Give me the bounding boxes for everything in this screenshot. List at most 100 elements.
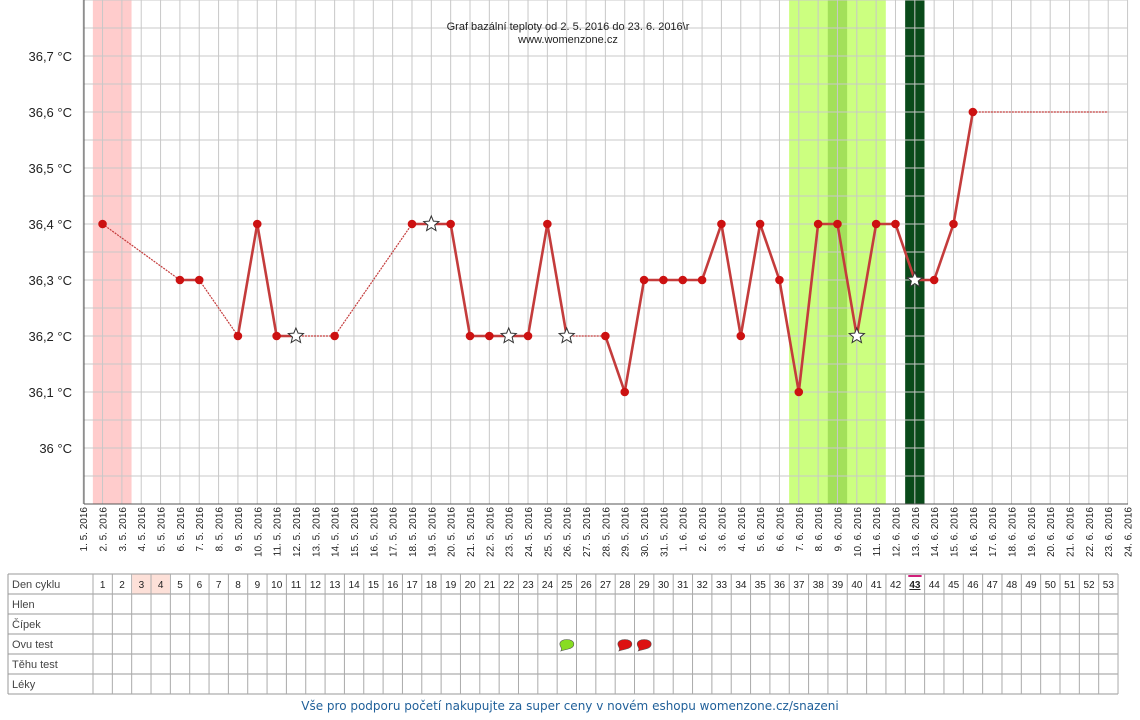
cycle-day-number: 15 bbox=[368, 580, 380, 591]
data-point bbox=[678, 275, 688, 285]
cycle-day-number: 41 bbox=[871, 580, 883, 591]
x-tick-label: 5. 6. 2016 bbox=[756, 507, 767, 552]
cycle-day-number: 48 bbox=[1006, 580, 1018, 591]
x-tick-label: 26. 5. 2016 bbox=[563, 507, 574, 557]
x-tick-label: 5. 5. 2016 bbox=[157, 507, 168, 552]
cycle-day-number: 10 bbox=[271, 580, 283, 591]
data-point bbox=[330, 331, 339, 341]
y-tick-label: 36,3 °C bbox=[28, 273, 72, 288]
cycle-day-number: 42 bbox=[890, 580, 902, 591]
line-segment bbox=[255, 223, 278, 337]
x-tick-label: 23. 5. 2016 bbox=[505, 507, 516, 557]
x-tick-label: 8. 6. 2016 bbox=[814, 507, 825, 552]
table-row-label: Den cyklu bbox=[12, 579, 60, 591]
cycle-day-number: 29 bbox=[639, 580, 651, 591]
data-point bbox=[175, 275, 185, 285]
x-tick-label: 11. 6. 2016 bbox=[872, 507, 883, 557]
cycle-day-number: 26 bbox=[581, 580, 593, 591]
x-tick-label: 16. 6. 2016 bbox=[969, 507, 980, 557]
y-tick-label: 36 °C bbox=[39, 441, 72, 456]
data-point bbox=[194, 275, 204, 285]
cycle-day-number: 50 bbox=[1045, 580, 1057, 591]
x-tick-label: 14. 5. 2016 bbox=[331, 507, 342, 557]
data-point bbox=[465, 331, 475, 341]
cycle-day-number: 40 bbox=[851, 580, 863, 591]
data-point bbox=[523, 331, 533, 341]
cycle-day-number: 36 bbox=[774, 580, 786, 591]
table-row-label: Hlen bbox=[12, 599, 35, 611]
x-tick-label: 30. 5. 2016 bbox=[640, 507, 651, 557]
cycle-day-number: 8 bbox=[235, 580, 241, 591]
cycle-day-number: 6 bbox=[197, 580, 203, 591]
x-tick-label: 22. 5. 2016 bbox=[485, 507, 496, 557]
line-segment bbox=[720, 223, 743, 337]
chart-axes bbox=[83, 0, 1128, 505]
cycle-table: Den cyklu Hlen Čípek Ovu test Těhu test Léky 1… bbox=[7, 573, 1119, 695]
y-tick-label: 36,5 °C bbox=[28, 161, 72, 176]
cycle-day-number: 12 bbox=[310, 580, 322, 591]
today-marker bbox=[908, 575, 922, 577]
period-cell bbox=[151, 574, 170, 594]
line-segment bbox=[526, 223, 549, 337]
chart-title: Graf bazální teploty od 2. 5. 2016 do 23… bbox=[447, 21, 690, 33]
cycle-day-number: 33 bbox=[716, 580, 728, 591]
cycle-day-number: 25 bbox=[561, 580, 573, 591]
line-segment bbox=[932, 223, 955, 281]
x-tick-label: 4. 6. 2016 bbox=[737, 507, 748, 552]
data-point bbox=[833, 219, 842, 229]
x-tick-label: 7. 6. 2016 bbox=[795, 507, 806, 552]
line-segment bbox=[449, 223, 472, 337]
x-tick-label: 23. 6. 2016 bbox=[1104, 507, 1115, 557]
cycle-day-number: 2 bbox=[119, 580, 125, 591]
x-tick-label: 3. 5. 2016 bbox=[118, 507, 129, 552]
cycle-day-number: 20 bbox=[465, 580, 477, 591]
x-tick-label: 31. 5. 2016 bbox=[659, 507, 670, 557]
y-axis-labels: 36 °C 36,1 °C 36,2 °C 36,3 °C 36,4 °C 36,5 °C… bbox=[28, 49, 72, 456]
x-tick-label: 3. 6. 2016 bbox=[717, 507, 728, 552]
x-tick-label: 7. 5. 2016 bbox=[195, 507, 206, 552]
data-point bbox=[949, 219, 958, 229]
cycle-day-number: 49 bbox=[1025, 580, 1037, 591]
ovulation-test-icon bbox=[617, 639, 633, 652]
x-tick-label: 13. 6. 2016 bbox=[911, 507, 922, 557]
star-point bbox=[905, 270, 924, 288]
star-point bbox=[847, 326, 866, 344]
x-tick-label: 19. 5. 2016 bbox=[427, 507, 438, 557]
cycle-day-number: 22 bbox=[503, 580, 515, 591]
x-tick-label: 24. 5. 2016 bbox=[524, 507, 535, 557]
eshop-link[interactable]: Vše pro podporu početí nakupujte za supe… bbox=[301, 699, 839, 713]
cycle-day-number: 35 bbox=[755, 580, 767, 591]
cycle-day-number: 37 bbox=[793, 580, 805, 591]
cycle-day-number: 43 bbox=[909, 580, 921, 591]
cycle-day-number: 53 bbox=[1103, 580, 1115, 591]
star-point bbox=[287, 326, 305, 344]
line-segment bbox=[700, 223, 723, 281]
data-point bbox=[485, 331, 494, 341]
data-point bbox=[620, 387, 630, 397]
data-point bbox=[775, 275, 784, 285]
x-axis-labels: 1. 5. 2016 2. 5. 2016 3. 5. 2016 4. 5. 2016… bbox=[79, 507, 1134, 557]
x-tick-label: 2. 6. 2016 bbox=[698, 507, 709, 552]
cycle-day-number: 23 bbox=[523, 580, 535, 591]
x-tick-label: 6. 5. 2016 bbox=[176, 507, 187, 552]
cycle-day-number: 18 bbox=[426, 580, 438, 591]
x-tick-label: 6. 6. 2016 bbox=[775, 507, 786, 552]
cycle-day-number: 32 bbox=[697, 580, 709, 591]
x-tick-label: 24. 6. 2016 bbox=[1124, 507, 1135, 557]
x-tick-label: 10. 6. 2016 bbox=[853, 507, 864, 557]
line-segment bbox=[739, 223, 762, 337]
table-row-label: Těhu test bbox=[12, 659, 58, 671]
data-point bbox=[233, 331, 243, 341]
chart-grid bbox=[82, 0, 1129, 505]
x-tick-label: 18. 6. 2016 bbox=[1008, 507, 1019, 557]
cycle-day-number: 11 bbox=[291, 580, 302, 591]
x-tick-label: 17. 5. 2016 bbox=[389, 507, 400, 557]
y-tick-label: 36,1 °C bbox=[28, 385, 72, 400]
cycle-day-number: 44 bbox=[929, 580, 941, 591]
cycle-day-number: 30 bbox=[658, 580, 670, 591]
data-point bbox=[446, 219, 455, 229]
data-point bbox=[871, 219, 881, 229]
x-tick-label: 4. 5. 2016 bbox=[137, 507, 148, 552]
y-tick-label: 36,4 °C bbox=[28, 217, 72, 232]
x-tick-label: 25. 5. 2016 bbox=[543, 507, 554, 557]
